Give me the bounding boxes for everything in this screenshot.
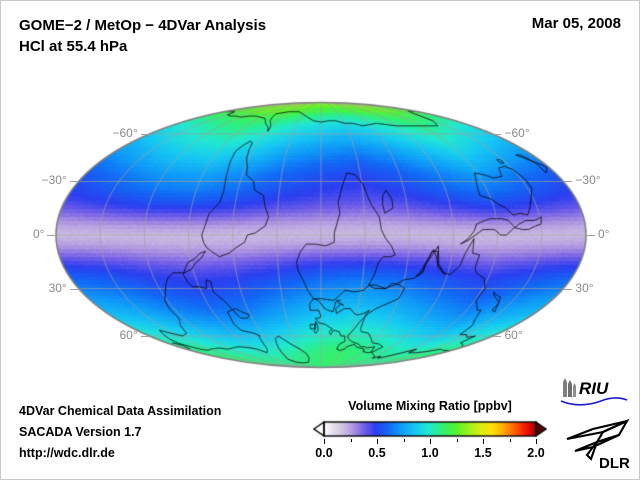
latitude-label: −60° (112, 125, 138, 140)
latitude-label: −30° (41, 173, 67, 188)
footer-line-1: 4DVar Chemical Data Assimilation (19, 404, 222, 418)
colorbar-major-tick (430, 439, 431, 444)
colorbar-minor-tick (456, 439, 458, 442)
colorbar-tick-label: 2.0 (527, 446, 545, 460)
mollweide-map-canvas (41, 85, 601, 385)
colorbar-major-tick (536, 439, 537, 444)
riu-logo-text: RIU (579, 379, 609, 398)
latitude-tick (47, 235, 55, 236)
colorbar-tick-label: 0.0 (315, 446, 333, 460)
colorbar-block: Volume Mixing Ratio [ppbv] 0.0 0.5 1.0 1.5 2… (313, 399, 547, 462)
dlr-logo: DLR (563, 415, 631, 472)
colorbar-major-tick (377, 439, 378, 444)
colorbar-title: Volume Mixing Ratio [ppbv] (348, 399, 512, 413)
colorbar-tick-label: 0.5 (368, 446, 386, 460)
latitude-label: 0° (33, 227, 45, 241)
riu-tower-icon (563, 378, 576, 397)
colorbar-major-tick (483, 439, 484, 444)
latitude-label: 0° (598, 227, 610, 241)
latitude-label: 30° (48, 280, 67, 295)
latitude-label: 30° (575, 280, 594, 295)
colorbar-tick-labels: 0.0 0.5 1.0 1.5 2.0 (313, 446, 547, 462)
latitude-tick (587, 235, 595, 236)
colorbar-minor-tick (403, 439, 405, 442)
colorbar-tick-label: 1.0 (421, 446, 439, 460)
riu-logo: RIU (557, 375, 631, 409)
latitude-tick (69, 181, 78, 183)
latitude-tick (140, 133, 149, 135)
latitude-tick (564, 181, 573, 183)
latitude-tick (69, 288, 78, 290)
date-label: Mar 05, 2008 (531, 15, 621, 32)
footer-line-2: SACADA Version 1.7 (19, 425, 142, 439)
latitude-tick (493, 133, 502, 135)
page-title: GOME−2 / MetOp − 4DVar Analysis (19, 17, 267, 34)
map-plot: 60° 30° 0° −30° −60° 60° 30° 0° −30° −60° (33, 85, 609, 385)
colorbar-minor-tick (509, 439, 511, 442)
latitude-label: −30° (575, 173, 601, 188)
latitude-label: 60° (504, 328, 523, 343)
footer-line-3: http://wdc.dlr.de (19, 446, 115, 460)
title-block: GOME−2 / MetOp − 4DVar Analysis HCl at 5… (19, 15, 266, 57)
footer-block: 4DVar Chemical Data Assimilation SACADA … (19, 401, 221, 464)
latitude-tick (564, 288, 573, 290)
page-subtitle: HCl at 55.4 hPa (19, 38, 128, 55)
colorbar-canvas (313, 419, 547, 439)
latitude-label: 60° (119, 328, 138, 343)
colorbar-minor-tick (350, 439, 352, 442)
colorbar-tick-label: 1.5 (474, 446, 492, 460)
dlr-mark-icon (566, 418, 630, 461)
riu-swoosh-icon (560, 397, 628, 406)
colorbar-major-tick (324, 439, 325, 444)
latitude-tick (140, 336, 149, 338)
dlr-logo-text: DLR (599, 455, 630, 471)
latitude-label: −60° (504, 125, 530, 140)
colorbar-ticks (313, 439, 547, 445)
latitude-tick (493, 336, 502, 338)
colorbar-swatch (313, 419, 547, 439)
